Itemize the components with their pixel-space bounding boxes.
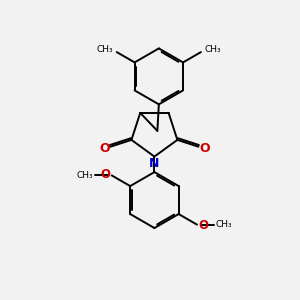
Text: CH₃: CH₃ xyxy=(216,220,232,229)
Text: O: O xyxy=(99,142,110,155)
Text: CH₃: CH₃ xyxy=(97,45,113,54)
Text: N: N xyxy=(149,157,160,170)
Text: O: O xyxy=(199,219,208,232)
Text: O: O xyxy=(100,168,110,181)
Text: O: O xyxy=(199,142,210,155)
Text: CH₃: CH₃ xyxy=(76,171,93,180)
Text: CH₃: CH₃ xyxy=(204,45,221,54)
